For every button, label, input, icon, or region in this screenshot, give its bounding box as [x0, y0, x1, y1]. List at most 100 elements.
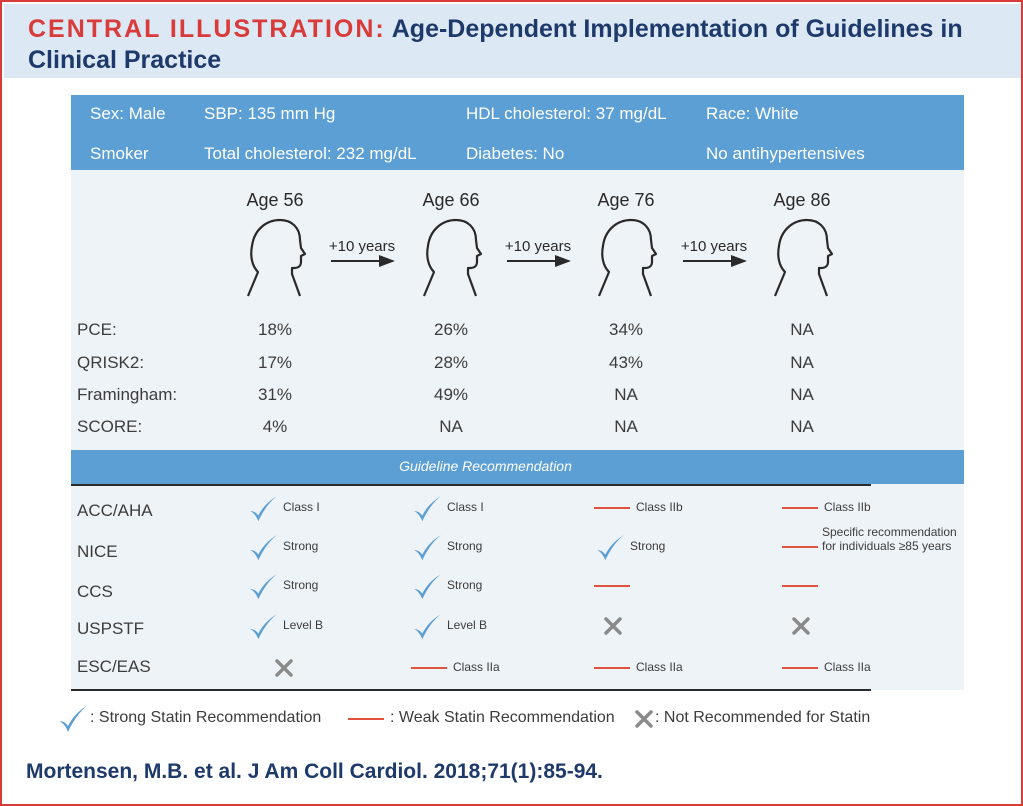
- legend-weak: : Weak Statin Recommendation: [390, 709, 615, 726]
- arrow-label: +10 years: [328, 238, 396, 255]
- score-name: Framingham:: [77, 385, 178, 404]
- recommendation-label: Specific recommendation for individuals ≥…: [822, 525, 957, 553]
- title-lead: CENTRAL ILLUSTRATION:: [28, 15, 386, 43]
- recommendation-label: Class IIa: [824, 660, 871, 674]
- recommendation-label: Class IIb: [824, 500, 871, 514]
- check-icon: [249, 534, 278, 561]
- check-icon: [249, 613, 278, 640]
- score-value: NA: [614, 417, 638, 436]
- profile-diabetes: Diabetes: No: [466, 144, 565, 163]
- profile-antihypertensives: No antihypertensives: [706, 144, 865, 163]
- age-label: Age 56: [246, 190, 304, 210]
- score-value: 43%: [608, 353, 644, 372]
- right-arrow-icon: [331, 255, 395, 267]
- score-value: NA: [790, 417, 814, 436]
- recommendation-label-line2: for individuals ≥85 years: [822, 539, 952, 553]
- head-profile-icon: [246, 218, 306, 297]
- x-mark-icon: [604, 617, 622, 635]
- check-icon: [413, 495, 442, 522]
- recommendation-label: Level B: [447, 618, 488, 632]
- score-value: 26%: [433, 320, 469, 339]
- recommendation-label: Strong: [283, 578, 319, 592]
- recommendation-label: Class IIa: [636, 660, 683, 674]
- score-value: 34%: [608, 320, 644, 339]
- recommendation-label: Class I: [283, 500, 320, 514]
- dash-icon: [782, 507, 818, 509]
- score-value: 18%: [257, 320, 293, 339]
- guideline-name: NICE: [77, 542, 118, 561]
- patient-profile: Sex: Male SBP: 135 mm Hg HDL cholesterol…: [71, 95, 964, 170]
- recommendation-title: Guideline Recommendation: [399, 458, 572, 474]
- profile-race: Race: White: [706, 104, 799, 123]
- check-icon: [249, 495, 278, 522]
- score-value: 17%: [257, 353, 293, 372]
- head-profile-icon: [597, 218, 657, 297]
- recommendation-header: Guideline Recommendation: [71, 450, 964, 484]
- head-profile-icon: [422, 218, 482, 297]
- x-mark-icon: [635, 710, 653, 728]
- citation: Mortensen, M.B. et al. J Am Coll Cardiol…: [26, 760, 603, 783]
- legend-not: : Not Recommended for Statin: [655, 709, 871, 726]
- arrow-label: +10 years: [680, 238, 748, 255]
- recommendation-label: Strong: [283, 539, 319, 553]
- x-mark-icon: [275, 659, 293, 677]
- arrow-label: +10 years: [504, 238, 572, 255]
- divider: [71, 689, 871, 691]
- guideline-name: CCS: [77, 582, 113, 601]
- recommendation-label: Strong: [630, 539, 666, 553]
- head-profile-icon: [773, 218, 833, 297]
- check-icon: [249, 573, 278, 600]
- score-value: NA: [790, 353, 814, 372]
- profile-sex: Sex: Male: [90, 104, 166, 123]
- recommendation-label: Class IIa: [453, 660, 500, 674]
- check-icon: [59, 705, 88, 732]
- dash-icon: [782, 667, 818, 669]
- age-label: Age 76: [597, 190, 655, 210]
- recommendation-label: Class I: [447, 500, 484, 514]
- dash-icon: [594, 585, 630, 587]
- score-name: SCORE:: [77, 417, 143, 436]
- score-value: NA: [439, 417, 463, 436]
- legend-strong: : Strong Statin Recommendation: [90, 709, 322, 726]
- recommendation-label: Class IIb: [636, 500, 683, 514]
- score-value: 31%: [257, 385, 293, 404]
- main-panel: [71, 95, 964, 690]
- profile-hdl: HDL cholesterol: 37 mg/dL: [466, 104, 667, 123]
- title-text: Age-Dependent Implementation of Guidelin…: [28, 15, 963, 74]
- recommendation-label: Strong: [447, 539, 483, 553]
- score-value: 49%: [433, 385, 469, 404]
- profile-total-cholesterol: Total cholesterol: 232 mg/dL: [204, 144, 417, 163]
- score-value: 28%: [433, 353, 469, 372]
- dash-icon: [594, 667, 630, 669]
- guideline-name: USPSTF: [77, 619, 145, 638]
- score-name: QRISK2:: [77, 353, 145, 372]
- profile-smoker: Smoker: [90, 144, 149, 163]
- dash-icon: [782, 546, 818, 548]
- dash-icon: [594, 507, 630, 509]
- age-label: Age 66: [422, 190, 480, 210]
- x-mark-icon: [792, 617, 810, 635]
- check-icon: [413, 613, 442, 640]
- check-icon: [413, 573, 442, 600]
- score-value: NA: [790, 385, 814, 404]
- guideline-name: ESC/EAS: [77, 657, 151, 676]
- score-value: NA: [790, 320, 814, 339]
- age-label: Age 86: [773, 190, 831, 210]
- check-icon: [413, 534, 442, 561]
- dash-icon: [411, 667, 447, 669]
- profile-sbp: SBP: 135 mm Hg: [204, 104, 336, 123]
- title-header: CENTRAL ILLUSTRATION: Age-Dependent Impl…: [4, 4, 1021, 78]
- score-name: PCE:: [77, 320, 117, 339]
- recommendation-label: Level B: [283, 618, 324, 632]
- right-arrow-icon: [507, 255, 571, 267]
- score-value: 4%: [262, 417, 288, 436]
- guideline-name: ACC/AHA: [77, 501, 153, 520]
- dash-icon: [348, 718, 384, 720]
- check-icon: [596, 534, 625, 561]
- recommendation-label: Strong: [447, 578, 483, 592]
- right-arrow-icon: [683, 255, 747, 267]
- score-value: NA: [614, 385, 638, 404]
- figure-title: CENTRAL ILLUSTRATION: Age-Dependent Impl…: [28, 14, 1013, 76]
- divider: [71, 484, 871, 486]
- dash-icon: [782, 585, 818, 587]
